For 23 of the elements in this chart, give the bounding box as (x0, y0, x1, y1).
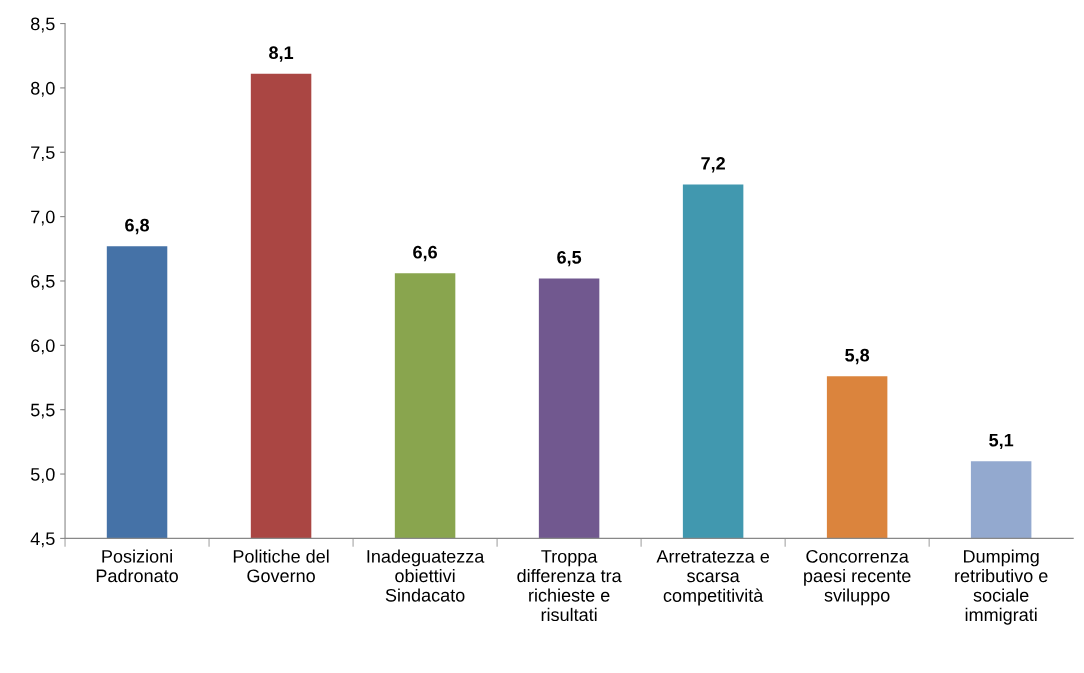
data-label: 6,5 (557, 250, 582, 267)
y-tick-label: 6,0 (31, 339, 55, 355)
data-label: 7,2 (701, 156, 725, 173)
y-tick-label: 7,5 (31, 146, 55, 162)
x-tick-label: Troppa differenza tra richieste e risultati (517, 550, 622, 622)
data-label: 6,6 (413, 245, 437, 262)
x-tick-label: Inadeguatezza obiettivi Sindacato (367, 549, 485, 602)
y-tick-label: 5,0 (30, 467, 55, 483)
y-tick-label: 5,5 (30, 403, 55, 419)
x-tick-label: Arretratezza e scarsa competitività (656, 550, 770, 606)
y-tick-label: 4,5 (30, 532, 55, 548)
y-tick-label: 6,5 (31, 274, 55, 290)
y-tick-label: 7,0 (31, 210, 55, 226)
data-label: 5,8 (845, 348, 870, 365)
data-label: 6,8 (125, 218, 150, 235)
data-label: 5,1 (989, 433, 1014, 450)
y-tick-label: 8,0 (31, 81, 55, 97)
data-label: 8,1 (269, 46, 294, 62)
x-tick-label: Politiche del Governo (233, 549, 329, 583)
x-tick-label: Concorrenza paesi recente sviluppo (804, 549, 911, 606)
x-tick-label: Dumpimg retributivo e sociale immigrati (955, 549, 1048, 625)
x-tick-label: Posizioni Padronato (96, 549, 178, 583)
y-tick-label: 8,5 (31, 17, 55, 33)
